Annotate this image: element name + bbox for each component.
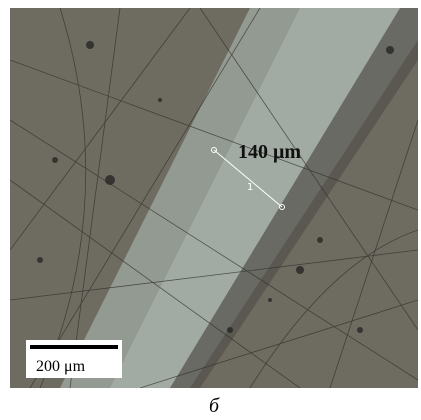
scale-bar — [30, 345, 118, 349]
micrograph-figure: 1 140 μm 200 μm б — [0, 0, 421, 420]
measurement-label: 140 μm — [238, 141, 301, 163]
measurement-marker: 1 — [247, 182, 253, 193]
page: 1 140 μm 200 μm б (() => { const data = … — [0, 0, 421, 420]
caption: б — [209, 395, 220, 417]
micrograph — [10, 8, 418, 388]
scale-bar-label: 200 μm — [36, 358, 86, 375]
